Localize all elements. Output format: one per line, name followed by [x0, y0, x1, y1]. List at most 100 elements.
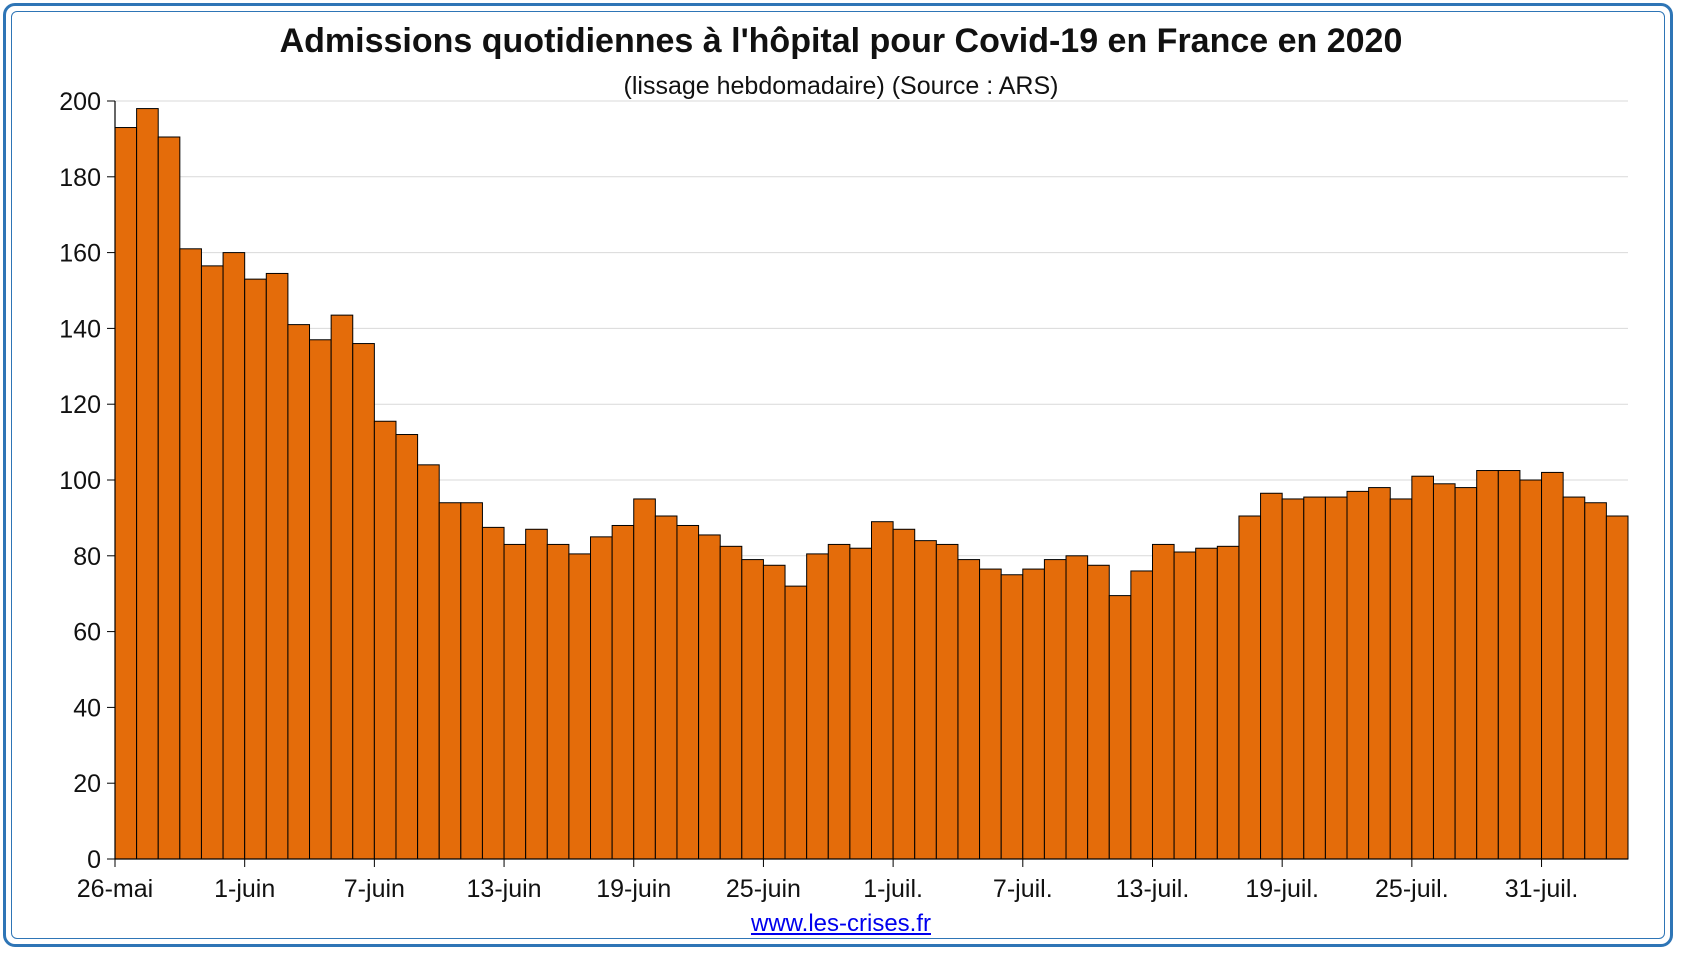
bar [179, 248, 202, 860]
y-tick-label: 100 [59, 467, 101, 495]
bar [244, 278, 267, 860]
bar [806, 553, 829, 860]
chart-title: Admissions quotidiennes à l'hôpital pour… [279, 22, 1403, 60]
x-tick-label: 7-juin [344, 875, 405, 903]
bar [1065, 555, 1089, 860]
bar [373, 420, 397, 860]
bar [1497, 470, 1521, 860]
y-tick-label: 60 [73, 619, 101, 647]
bar [1519, 479, 1543, 860]
bar [222, 252, 246, 860]
bar [741, 559, 764, 860]
bar [1411, 475, 1434, 860]
bar [481, 526, 505, 860]
bar [1389, 498, 1413, 860]
bar [1584, 502, 1607, 860]
x-tick-label: 26-mai [77, 875, 153, 903]
bar [957, 559, 981, 860]
bar [200, 265, 224, 860]
y-tick-label: 180 [59, 164, 101, 192]
y-tick-label: 200 [59, 88, 101, 116]
bar [395, 434, 419, 860]
x-tick-labels: 26-mai 1-juin 7-juin 13-juin 19-juin 25-juin 1… [77, 875, 1579, 903]
bar [265, 272, 289, 860]
bar [719, 545, 743, 860]
y-tick-label: 40 [73, 694, 101, 722]
bar [1195, 547, 1218, 860]
bar [1151, 543, 1175, 860]
bar [935, 543, 959, 860]
x-tick-label: 25-juil. [1375, 875, 1449, 903]
bar [1087, 564, 1110, 860]
bar [1562, 496, 1586, 860]
bar [590, 536, 613, 860]
bar [849, 547, 873, 860]
bar [1022, 568, 1045, 860]
bar [1216, 545, 1240, 860]
bar [352, 343, 375, 860]
bar [503, 543, 527, 860]
axes [107, 100, 1628, 867]
bar [460, 502, 483, 860]
source-link[interactable]: www.les-crises.fr [750, 910, 931, 937]
bar [1260, 492, 1283, 860]
bar [1605, 515, 1629, 860]
x-tick-label: 1-juil. [863, 875, 923, 903]
bar [1541, 471, 1564, 860]
y-tick-label: 140 [59, 315, 101, 343]
bar [698, 534, 721, 860]
x-tick-label: 13-juil. [1116, 875, 1190, 903]
chart-frame-outer [3, 3, 1673, 947]
bar [1454, 487, 1478, 860]
bar [330, 314, 354, 860]
bar [157, 136, 181, 860]
bar [1281, 498, 1305, 860]
bar [417, 464, 440, 860]
bar [309, 339, 332, 860]
bar [114, 127, 138, 860]
chart-subtitle: (lissage hebdomadaire) (Source : ARS) [623, 72, 1059, 100]
chart-frame-inner [11, 11, 1665, 939]
bar [287, 324, 311, 860]
bar [1368, 487, 1391, 860]
y-tick-label: 20 [73, 770, 101, 798]
y-tick-labels: 0 20 40 60 80 100 120 140 160 180 200 [59, 88, 101, 874]
bar [1476, 470, 1499, 860]
bar [633, 498, 656, 860]
bar [979, 568, 1002, 860]
y-tick-label: 120 [59, 391, 101, 419]
bar [1346, 490, 1370, 860]
bar [1324, 496, 1348, 860]
bar [1432, 483, 1456, 860]
bar [1303, 496, 1326, 860]
y-tick-label: 80 [73, 543, 101, 571]
bar [438, 502, 462, 860]
x-tick-label: 19-juil. [1245, 875, 1319, 903]
bar [827, 543, 851, 860]
y-tick-label: 160 [59, 240, 101, 268]
bar [762, 564, 786, 860]
bar [892, 528, 916, 860]
bar [654, 515, 678, 860]
bar [525, 528, 548, 860]
bars [114, 108, 1629, 860]
x-tick-label: 31-juil. [1505, 875, 1579, 903]
x-tick-label: 7-juil. [993, 875, 1053, 903]
bar [136, 108, 159, 860]
bar [1000, 574, 1024, 860]
bar [676, 524, 700, 860]
y-tick-label: 0 [87, 846, 101, 874]
x-tick-label: 1-juin [214, 875, 275, 903]
x-tick-label: 13-juin [467, 875, 542, 903]
bar [1173, 551, 1197, 860]
bar [611, 524, 635, 860]
bar [546, 543, 570, 860]
bar [1108, 595, 1132, 860]
bar [1238, 515, 1262, 860]
bar [1043, 559, 1067, 860]
x-tick-label: 25-juin [726, 875, 801, 903]
bar [1130, 570, 1153, 860]
bar [568, 553, 592, 860]
bar [914, 540, 937, 860]
